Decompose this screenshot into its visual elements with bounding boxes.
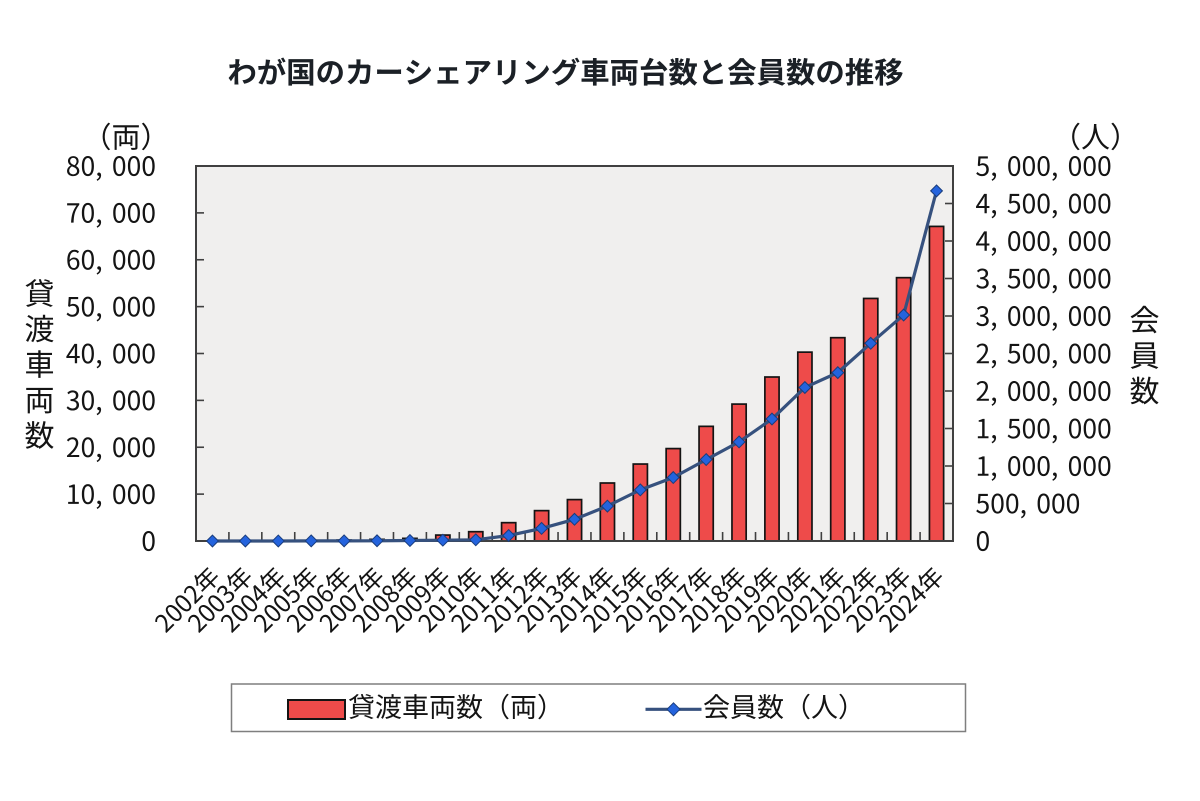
left-axis-unit — [103, 123, 150, 151]
x-label-2019年 — [711, 564, 781, 634]
left-tick-label — [67, 156, 155, 181]
right-axis-title — [1131, 377, 1159, 405]
left-axis-title — [26, 315, 54, 343]
bar-2017年 — [699, 426, 713, 541]
x-label-2004年 — [218, 564, 288, 634]
left-axis-title — [26, 421, 54, 449]
right-tick-label — [976, 306, 1110, 331]
x-label-2020年 — [744, 564, 814, 634]
right-tick-label — [978, 456, 1111, 481]
left-tick-label — [143, 531, 155, 551]
left-axis-title — [26, 350, 53, 378]
bar-2024年 — [929, 226, 943, 541]
bar-2020年 — [798, 352, 812, 541]
left-tick-label — [67, 250, 154, 275]
left-axis-title — [26, 279, 53, 307]
left-tick-label — [66, 344, 154, 369]
x-label-2008年 — [349, 564, 419, 634]
x-label-2022年 — [810, 564, 880, 634]
bar-2018年 — [732, 404, 746, 541]
x-label-2005年 — [250, 564, 320, 634]
right-tick-label — [976, 194, 1110, 219]
right-tick-label — [977, 531, 989, 551]
right-tick-label — [977, 381, 1111, 406]
left-axis-title — [26, 388, 53, 414]
right-tick-label — [977, 344, 1111, 369]
right-axis-title — [1131, 342, 1159, 368]
x-label-2007年 — [316, 564, 386, 634]
chart-title — [229, 58, 903, 86]
right-axis-unit — [1072, 123, 1119, 151]
left-tick-label — [67, 437, 155, 462]
right-tick-label — [976, 156, 1110, 181]
bar-2022年 — [864, 298, 878, 541]
legend-bar-swatch — [288, 700, 345, 719]
right-tick-label — [976, 231, 1110, 256]
right-tick-label — [976, 494, 1079, 519]
bar-2015年 — [633, 464, 647, 541]
x-label-2021年 — [777, 564, 847, 634]
bar-2016年 — [666, 449, 680, 541]
left-tick-label — [67, 297, 155, 322]
x-label-2006年 — [283, 564, 353, 634]
left-tick-label — [67, 203, 155, 228]
left-tick-label — [67, 390, 155, 415]
right-tick-label — [976, 269, 1110, 294]
x-label-2024年 — [876, 564, 946, 634]
x-label-2002年 — [152, 564, 222, 634]
bar-2019年 — [765, 377, 779, 541]
right-tick-label — [978, 419, 1111, 444]
left-tick-label — [68, 484, 155, 509]
right-axis-title — [1131, 306, 1159, 334]
